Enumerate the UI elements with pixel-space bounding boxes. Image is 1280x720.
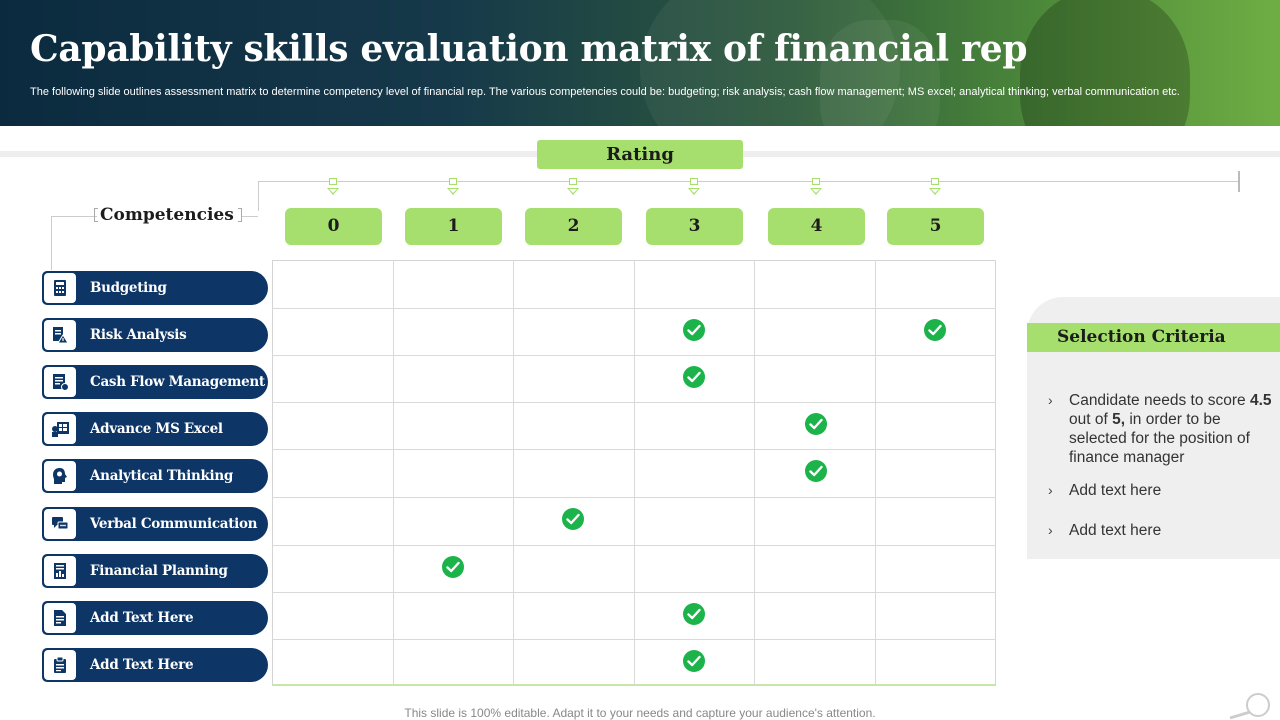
head-idea-icon (44, 461, 76, 491)
matrix-row-divider (272, 545, 996, 546)
rating-level-1: 1 (405, 208, 502, 245)
competency-label: Add Text Here (90, 610, 194, 626)
competencies-connector (51, 216, 52, 270)
footer-note: This slide is 100% editable. Adapt it to… (404, 706, 876, 720)
competency-label: Advance MS Excel (90, 421, 223, 437)
criteria-score: 4.5 (1249, 392, 1272, 409)
magnifier-icon (1229, 693, 1270, 720)
checkmark-icon (805, 460, 827, 482)
competency-label: Add Text Here (90, 657, 194, 673)
page-title: Capability skills evaluation matrix of f… (30, 28, 1028, 70)
matrix-column-divider (393, 260, 394, 686)
criteria-text: Add text here (1069, 482, 1162, 499)
criteria-text: Candidate needs to score 4.5 out of 5, i… (1069, 391, 1274, 467)
rating-connector-line (258, 181, 1239, 182)
competency-item: Cash Flow Management (42, 365, 268, 399)
matrix-column-divider (875, 260, 876, 686)
competencies-title: Competencies (100, 205, 234, 225)
rating-connector-node (447, 178, 459, 196)
checkmark-icon (805, 412, 827, 435)
competency-item: Budgeting (42, 271, 268, 305)
criteria-text: Add text here (1069, 522, 1162, 539)
document-icon (44, 603, 76, 633)
competency-item: Verbal Communication (42, 507, 268, 541)
rating-connector-node (929, 178, 941, 196)
matrix-row-divider (272, 308, 996, 309)
checkmark-icon (562, 508, 584, 530)
checkmark-icon (924, 318, 946, 341)
criteria-text-part: out of (1069, 411, 1113, 428)
criteria-text-part: Candidate needs to score (1069, 392, 1250, 409)
rating-connector-node (810, 178, 822, 196)
competency-item: Financial Planning (42, 554, 268, 588)
rating-connector-node (567, 178, 579, 196)
rating-level-3: 3 (646, 208, 743, 245)
chevron-right-icon: › (1048, 482, 1053, 498)
banner-photo-overlay (640, 0, 900, 126)
checkmark-icon (683, 365, 705, 388)
matrix-row-divider (272, 639, 996, 640)
rating-connector-node (327, 178, 339, 196)
spreadsheet-icon (44, 414, 76, 444)
competencies-connector (241, 216, 258, 217)
rating-level-2: 2 (525, 208, 622, 245)
competencies-bracket (238, 208, 242, 222)
rating-level-5: 5 (887, 208, 984, 245)
rating-connector-line (258, 181, 259, 211)
chevron-right-icon: › (1048, 392, 1053, 408)
selection-criteria-header (1027, 323, 1280, 352)
rating-connector-end (1238, 171, 1240, 192)
competency-item: Risk Analysis (42, 318, 268, 352)
rating-connector-node (688, 178, 700, 196)
chevron-right-icon: › (1048, 522, 1053, 538)
calculator-icon (44, 273, 76, 303)
matrix-column-divider (634, 260, 635, 686)
risk-document-icon (44, 320, 76, 350)
cash-flow-icon (44, 367, 76, 397)
selection-criteria-title: Selection Criteria (1057, 327, 1226, 347)
competency-label: Cash Flow Management (90, 374, 265, 390)
checkmark-icon (683, 649, 705, 672)
competency-item: Add Text Here (42, 601, 268, 635)
checkmark-icon (442, 555, 464, 578)
clipboard-icon (44, 650, 76, 680)
rating-label: Rating (537, 140, 743, 169)
competency-label: Analytical Thinking (90, 468, 234, 484)
competency-item: Advance MS Excel (42, 412, 268, 446)
competencies-bracket (94, 208, 98, 222)
matrix-row-divider (272, 355, 996, 356)
competency-label: Verbal Communication (90, 516, 258, 532)
competency-label: Financial Planning (90, 563, 228, 579)
competency-label: Risk Analysis (90, 327, 187, 343)
banner-photo-overlay (820, 20, 940, 126)
checkmark-icon (683, 602, 705, 625)
banner-photo-overlay (1020, 0, 1190, 126)
header-banner: Capability skills evaluation matrix of f… (0, 0, 1280, 126)
matrix-row-divider (272, 449, 996, 450)
checkmark-icon (683, 318, 705, 341)
competency-item: Add Text Here (42, 648, 268, 682)
rating-level-0: 0 (285, 208, 382, 245)
matrix-row-divider (272, 497, 996, 498)
matrix-column-divider (754, 260, 755, 686)
matrix-row-divider (272, 592, 996, 593)
page-subtitle: The following slide outlines assessment … (30, 86, 1180, 98)
competency-label: Budgeting (90, 280, 167, 296)
criteria-text-part: in order to be selected for the position… (1069, 411, 1250, 466)
finance-report-icon (44, 556, 76, 586)
matrix-column-divider (513, 260, 514, 686)
chat-bubble-icon (44, 509, 76, 539)
rating-level-4: 4 (768, 208, 865, 245)
matrix-row-divider (272, 402, 996, 403)
criteria-max-score: 5, (1112, 411, 1126, 428)
competencies-connector (51, 216, 97, 217)
competency-item: Analytical Thinking (42, 459, 268, 493)
